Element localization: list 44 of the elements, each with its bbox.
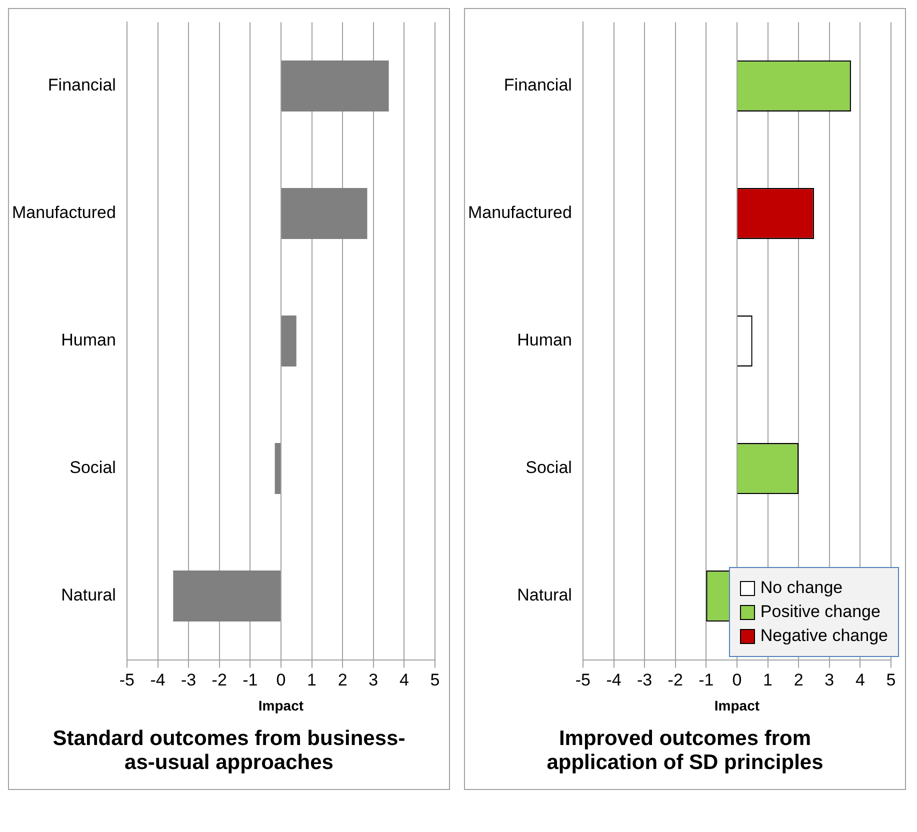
- bar: [281, 188, 368, 239]
- y-tick-label: Financial: [504, 76, 572, 95]
- text: Improved outcomes from application of SD principles: [546, 726, 824, 776]
- legend-label: Negative change: [760, 626, 888, 646]
- x-tick-label: -2: [668, 670, 683, 690]
- y-tick-label: Human: [517, 330, 572, 350]
- x-tick-label: 0: [276, 670, 286, 690]
- x-tick-label: -3: [181, 670, 196, 690]
- y-tick-label: Social: [526, 458, 572, 478]
- legend-label: No change: [760, 578, 843, 598]
- legend-label: Positive change: [760, 602, 880, 622]
- x-tick-label: 2: [338, 670, 348, 690]
- y-tick-label: Natural: [61, 586, 116, 605]
- text: Standard outcomes from business-as-usual approaches: [52, 726, 406, 776]
- x-tick-label: -5: [119, 670, 135, 690]
- x-tick-label: -5: [575, 670, 591, 690]
- x-tick-label: -1: [242, 670, 258, 690]
- bar: [274, 443, 280, 494]
- bar: [281, 315, 296, 367]
- x-tick-label: 5: [886, 670, 896, 690]
- x-tick-label: 2: [794, 670, 804, 690]
- y-tick-label: Manufactured: [12, 203, 116, 222]
- bar: [173, 570, 280, 622]
- x-tick-label: 4: [855, 670, 865, 690]
- x-axis-title: Impact: [258, 697, 304, 714]
- x-tick-label: -4: [150, 670, 166, 690]
- x-tick-label: 1: [307, 670, 317, 690]
- y-tick-label: Human: [61, 330, 116, 350]
- x-tick-label: -4: [606, 670, 622, 690]
- y-tick-label: Financial: [48, 76, 116, 95]
- bar: [281, 60, 389, 112]
- x-tick-label: -1: [698, 670, 714, 690]
- x-tick-label: 5: [430, 670, 440, 690]
- x-tick-label: 3: [824, 670, 834, 690]
- y-tick-label: Social: [70, 458, 116, 478]
- x-tick-label: -2: [212, 670, 227, 690]
- x-tick-label: 1: [763, 670, 773, 690]
- x-tick-label: 4: [399, 670, 409, 690]
- x-tick-label: -3: [637, 670, 652, 690]
- x-tick-label: 3: [368, 670, 378, 690]
- x-axis-title: Impact: [714, 697, 760, 714]
- y-tick-label: Manufactured: [468, 203, 572, 222]
- x-tick-label: 0: [732, 670, 742, 690]
- y-tick-label: Natural: [517, 586, 572, 605]
